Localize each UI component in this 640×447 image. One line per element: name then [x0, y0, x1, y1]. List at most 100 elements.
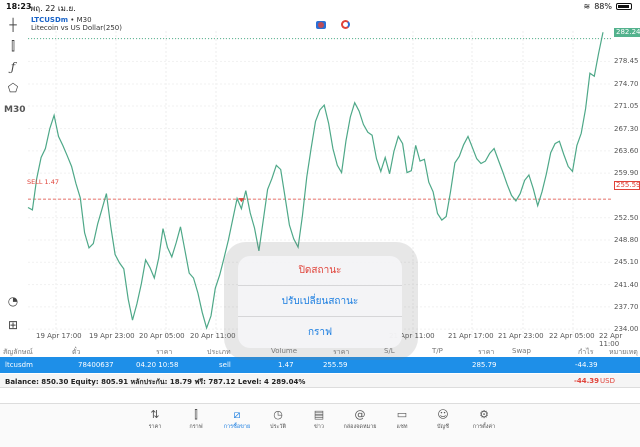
- chart-timeframe: • M30: [70, 16, 92, 24]
- crosshair-icon[interactable]: ┼: [9, 18, 17, 32]
- column-header: ราคา: [156, 348, 173, 356]
- row-price: 285.79: [472, 361, 497, 369]
- row-profit: -44.39: [575, 361, 598, 369]
- y-tick-label: 259.90: [614, 169, 639, 178]
- action-sheet: ปิดสถานะ ปรับเปลี่ยนสถานะ กราฟ: [238, 256, 402, 348]
- column-header: ราคา: [478, 348, 495, 356]
- balance-text: Balance: 850.30 Equity: 805.91 หลักประกั…: [5, 378, 306, 386]
- chat-icon: ▭: [396, 408, 408, 421]
- new-order-icon[interactable]: ⊞: [7, 318, 19, 332]
- tab-label: กราฟ: [189, 424, 203, 430]
- at-icon: @: [354, 408, 366, 421]
- x-tick-label: 22 Apr 11:00: [599, 332, 623, 348]
- column-header: Swap: [512, 347, 531, 355]
- positions-table-header: สัญลักษณ์ ตั๋ว ราคา ประเภท Volume ราคา S/L T/P ร…: [0, 344, 640, 357]
- row-volume: 1.47: [278, 361, 294, 369]
- chart-toolbar: ┼ ⫿ ƒ ⬠ M30 ◔ ⊞: [0, 14, 26, 344]
- tab-chat[interactable]: ▭ แชท: [382, 408, 422, 431]
- tab-account[interactable]: ☺ บัญชี: [423, 408, 463, 431]
- status-bar: 18:23 พฤ. 22 เม.ย. ≋ 88%: [0, 0, 640, 14]
- y-tick-label: 263.60: [614, 146, 639, 155]
- sell-entry-marker: [238, 198, 245, 203]
- position-row[interactable]: ltcusdm 78400637 04.20 10:58 sell 1.47 2…: [0, 357, 640, 373]
- objects-icon[interactable]: ⬠: [7, 81, 19, 95]
- chart-button[interactable]: กราฟ: [307, 327, 333, 338]
- gear-icon: ⚙: [479, 408, 489, 421]
- column-header: ราคา: [333, 348, 350, 356]
- status-time: 18:23: [6, 2, 32, 11]
- total-profit: -44.39: [574, 377, 600, 385]
- chart-description: Litecoin vs US Dollar(250): [31, 24, 122, 32]
- tab-label: การตั้งค่า: [472, 424, 496, 430]
- tab-history[interactable]: ◷ ประวัติ: [258, 408, 298, 431]
- current-price-tag: 282.24: [614, 28, 640, 37]
- chart-symbol: LTCUSDm: [31, 16, 69, 24]
- x-tick-label: 22 Apr 05:00: [549, 332, 595, 340]
- y-tick-label: 274.70: [614, 80, 639, 88]
- tab-chart[interactable]: ⫿ กราฟ: [176, 408, 216, 431]
- column-header: หมายเหตุ: [609, 348, 638, 356]
- history-icon: ◷: [273, 408, 283, 421]
- row-symbol: ltcusdm: [5, 361, 33, 369]
- one-click-trading-icon[interactable]: [316, 21, 326, 29]
- x-tick-label: 21 Apr 23:00: [498, 332, 544, 340]
- column-header: S/L: [384, 347, 395, 355]
- balance-currency: USD: [600, 377, 615, 385]
- sell-position-label: SELL 1.47: [27, 178, 60, 186]
- one-click-dot: [318, 22, 324, 28]
- signal-indicator-icon[interactable]: [341, 20, 350, 29]
- x-tick-label: 19 Apr 17:00: [36, 332, 82, 340]
- y-tick-label: 237.70: [614, 302, 639, 311]
- close-position-button[interactable]: ปิดสถานะ: [238, 256, 402, 286]
- battery-fill: [618, 5, 629, 8]
- y-tick-label: 234.00: [614, 325, 639, 334]
- tab-label: ราคา: [148, 424, 162, 430]
- tab-trade[interactable]: ⧄ การซื้อขาย: [217, 408, 257, 431]
- row-time: 04.20 10:58: [136, 361, 179, 369]
- tab-settings[interactable]: ⚙ การตั้งค่า: [464, 408, 504, 431]
- tab-news[interactable]: ▤ ข่าว: [299, 408, 339, 431]
- row-type: sell: [219, 361, 231, 369]
- tab-label: ข่าว: [314, 424, 324, 430]
- indicators-icon[interactable]: ƒ: [10, 60, 16, 74]
- y-tick-label: 245.10: [614, 258, 639, 267]
- status-right: ≋ 88%: [584, 2, 632, 11]
- column-header: สัญลักษณ์: [3, 348, 33, 356]
- balance-bar: Balance: 850.30 Equity: 805.91 หลักประกั…: [0, 374, 640, 388]
- battery-icon: [616, 3, 632, 10]
- wifi-icon: ≋: [583, 2, 591, 11]
- status-date: พฤ. 22 เม.ย.: [30, 4, 76, 13]
- candles-icon: ⫿: [194, 408, 198, 421]
- x-tick-label: 21 Apr 11:00: [389, 332, 435, 340]
- column-header: Volume: [271, 347, 298, 355]
- price-series-line: [27, 32, 604, 330]
- column-header: ประเภท: [207, 348, 231, 356]
- x-tick-label: 19 Apr 23:00: [89, 332, 135, 340]
- tab-label: ประวัติ: [269, 424, 287, 430]
- chart-symbol-line: LTCUSDm • M30: [31, 16, 92, 24]
- column-header: ตั๋ว: [72, 348, 81, 356]
- bottom-tab-bar: ⇅ ราคา ⫿ กราฟ ⧄ การซื้อขาย ◷ ประวัติ ▤ ข่าว @…: [0, 403, 640, 447]
- tab-mailbox[interactable]: @ กล่องจดหมาย: [340, 408, 380, 431]
- x-tick-label: 21 Apr 17:00: [448, 332, 494, 340]
- column-header: T/P: [432, 347, 443, 355]
- tab-label: กล่องจดหมาย: [343, 424, 377, 430]
- tab-label: การซื้อขาย: [223, 424, 251, 430]
- sell-price-tag: 255.59: [614, 181, 640, 190]
- modify-position-button[interactable]: ปรับเปลี่ยนสถานะ: [238, 287, 402, 317]
- account-icon: ☺: [437, 408, 449, 421]
- y-tick-label: 267.30: [614, 124, 639, 133]
- tab-label: แชท: [396, 424, 408, 430]
- news-icon: ▤: [313, 408, 325, 421]
- x-tick-label: 20 Apr 05:00: [139, 332, 185, 340]
- candles-icon[interactable]: ⫿: [11, 39, 15, 53]
- y-tick-label: 241.40: [614, 280, 639, 289]
- y-tick-label: 271.05: [614, 101, 639, 110]
- chart-settings-icon[interactable]: ◔: [7, 294, 19, 308]
- arrows-up-down-icon: ⇅: [150, 408, 160, 421]
- timeframe-button[interactable]: M30: [4, 105, 26, 115]
- y-tick-label: 252.50: [614, 213, 639, 222]
- tab-quotes[interactable]: ⇅ ราคา: [135, 408, 175, 431]
- x-tick-label: 20 Apr 11:00: [190, 332, 236, 340]
- tab-label: บัญชี: [437, 424, 449, 430]
